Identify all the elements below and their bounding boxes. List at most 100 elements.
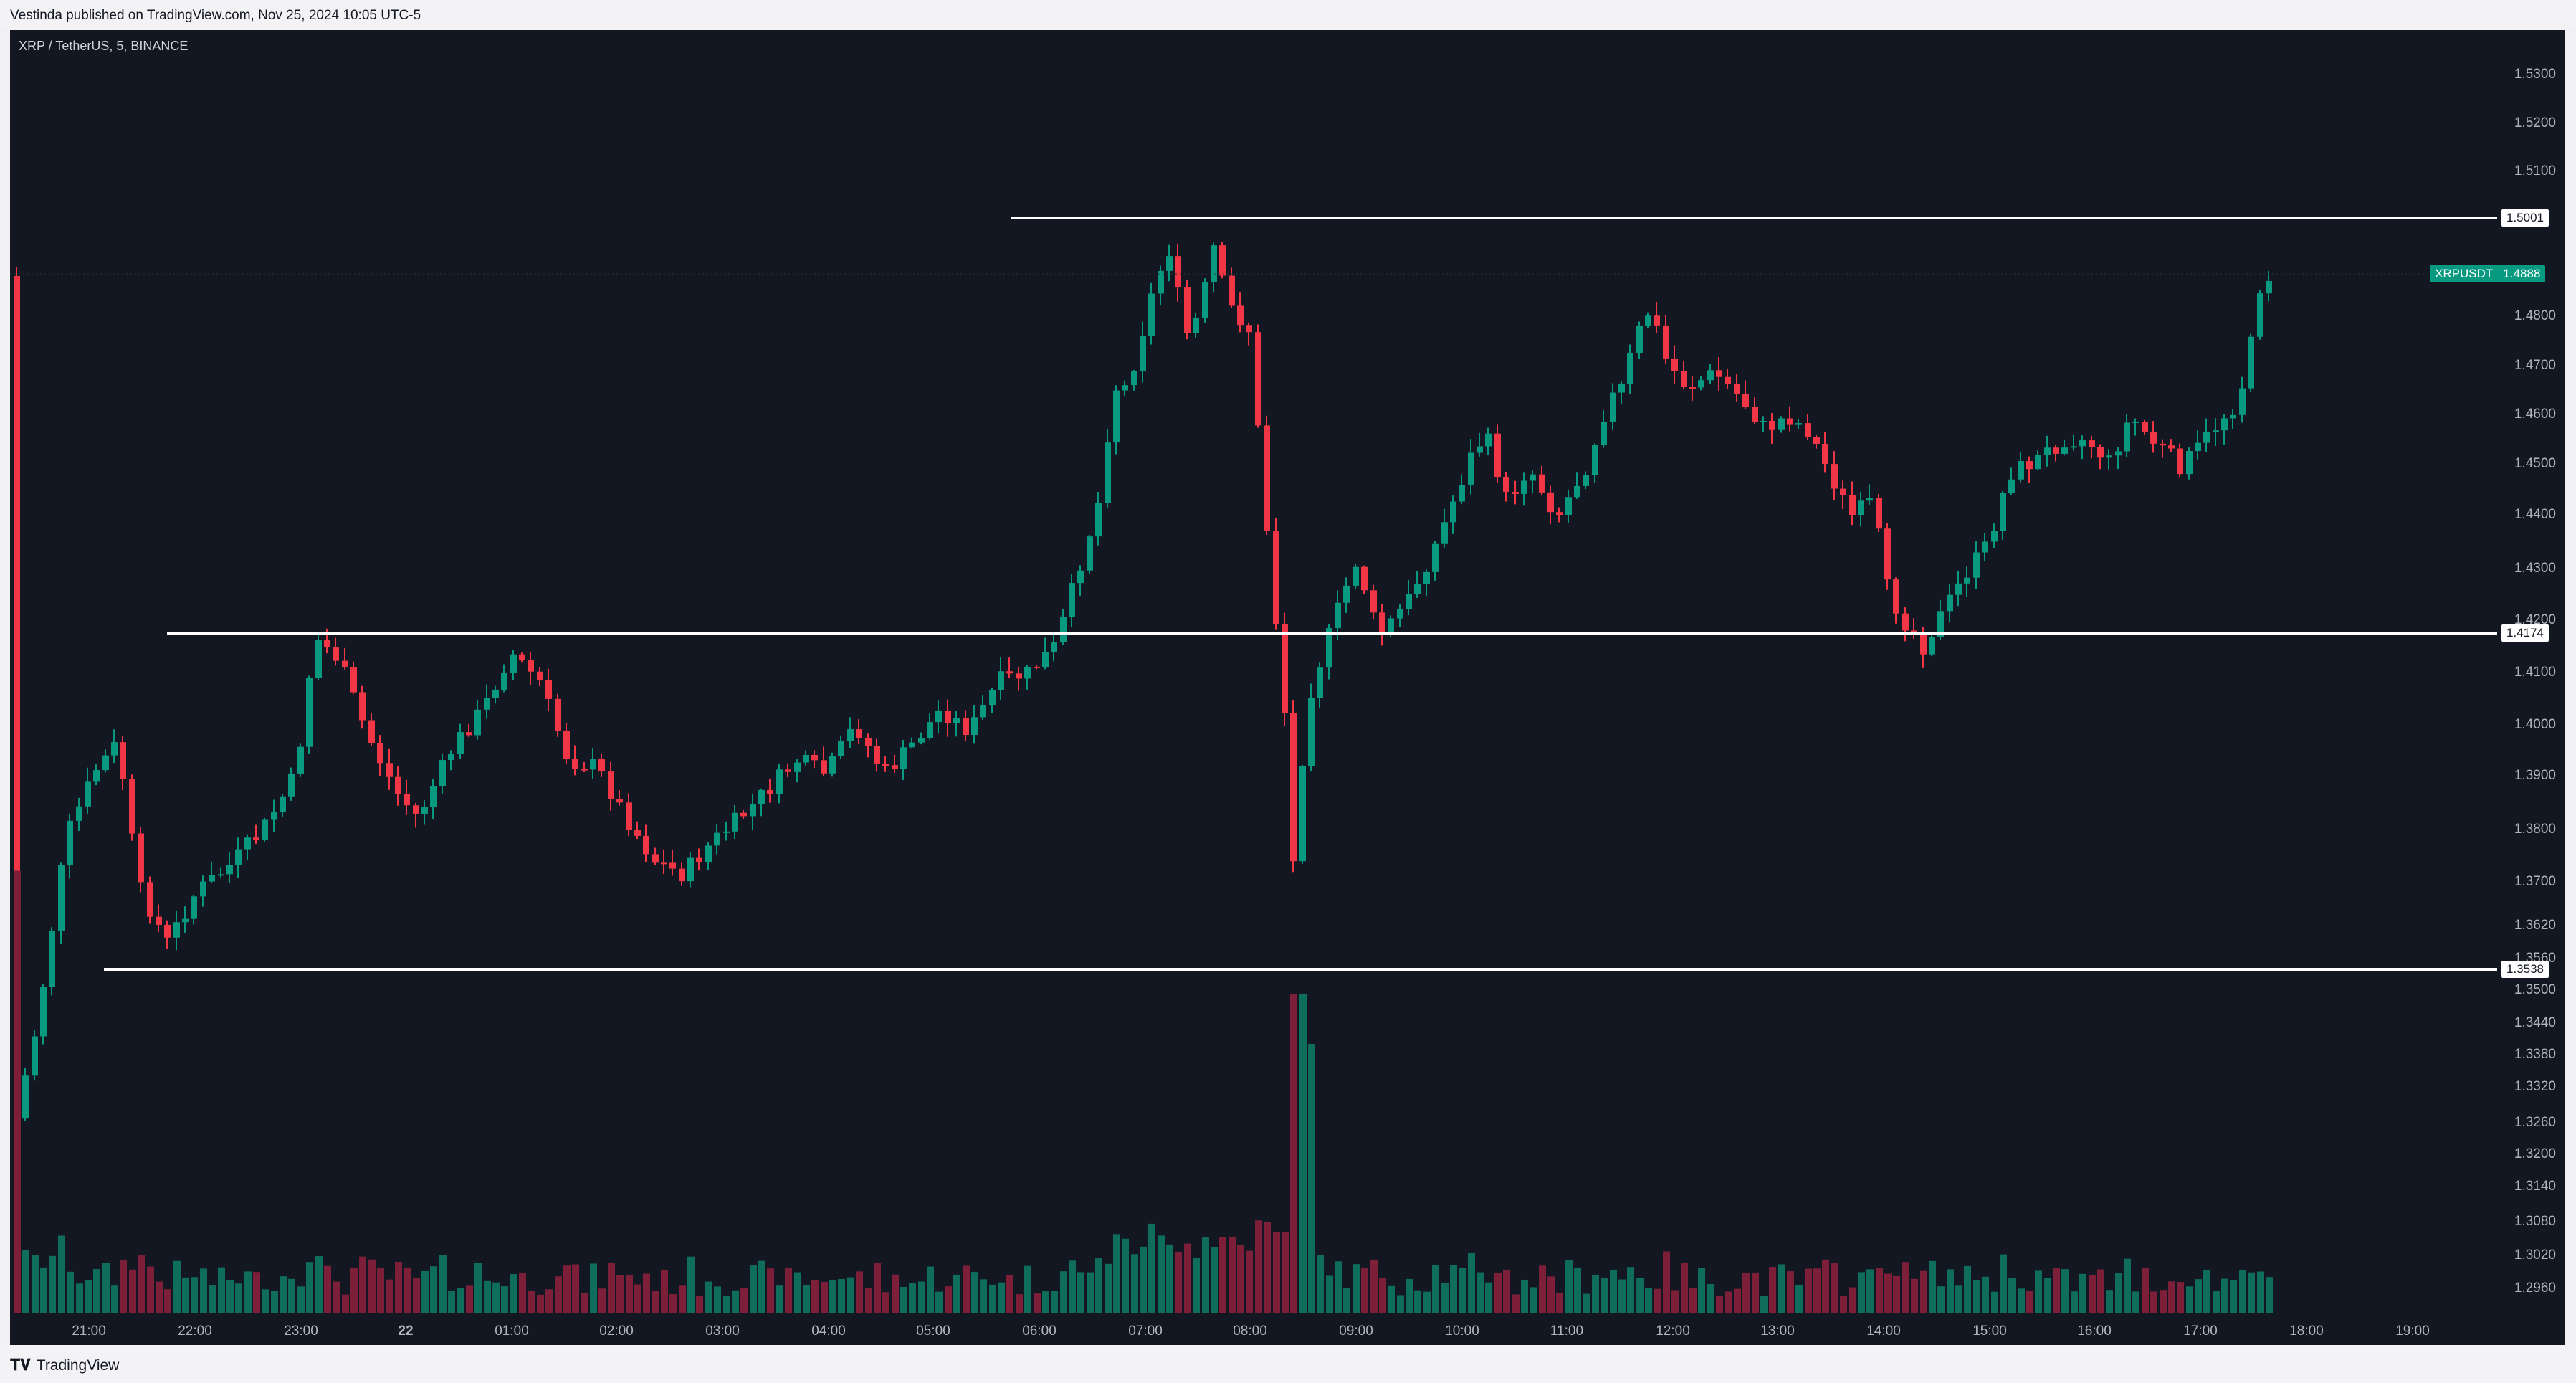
volume-bar: [1255, 1220, 1262, 1313]
candle-body: [776, 769, 783, 794]
candle-body: [1937, 611, 1944, 637]
candle-body: [1795, 423, 1802, 425]
volume-bar: [49, 1255, 56, 1313]
candle-body: [2000, 493, 2006, 531]
candle-body: [1929, 637, 1935, 655]
volume-bar: [1840, 1296, 1847, 1313]
volume-bar: [1060, 1271, 1067, 1313]
volume-bar: [750, 1265, 757, 1313]
volume-bar: [1752, 1272, 1759, 1313]
volume-bar: [865, 1288, 872, 1313]
candle-body: [200, 881, 206, 897]
candle-body: [1955, 583, 1962, 595]
volume-bar: [2044, 1278, 2051, 1313]
volume-bar: [1388, 1285, 1395, 1313]
volume-bar: [989, 1284, 996, 1313]
candle-body: [1973, 552, 1980, 578]
volume-bar: [2150, 1291, 2157, 1313]
candle-body: [1175, 256, 1181, 287]
candle-body: [1654, 315, 1660, 326]
candle-body: [811, 754, 818, 761]
volume-bar: [669, 1294, 677, 1313]
candle-body: [448, 754, 454, 761]
volume-bar: [280, 1276, 287, 1313]
volume-bar: [2106, 1290, 2113, 1313]
candle-body: [1601, 421, 1607, 445]
candle-body: [1087, 536, 1093, 571]
candle-body: [1752, 407, 1758, 422]
candle-body: [1822, 444, 1828, 465]
volume-bar: [2203, 1269, 2210, 1313]
time-axis-label: 08:00: [1233, 1323, 1267, 1339]
volume-bar: [723, 1296, 730, 1313]
candle-body: [1034, 666, 1040, 668]
volume-bar: [120, 1260, 127, 1313]
candle-body: [1290, 713, 1297, 862]
volume-bar: [1813, 1268, 1821, 1313]
candle-body: [2061, 447, 2068, 454]
volume-bar: [85, 1280, 92, 1313]
volume-bar: [448, 1291, 455, 1313]
candle-body: [1618, 383, 1625, 393]
candle-body: [1707, 370, 1714, 381]
volume-bar: [1237, 1245, 1244, 1313]
volume-bar: [1370, 1259, 1378, 1313]
volume-bar: [1175, 1251, 1182, 1313]
candle-body: [1884, 528, 1891, 580]
volume-bar: [430, 1266, 437, 1313]
candle-body: [537, 671, 543, 680]
candle-body: [182, 918, 189, 923]
candle-body: [1353, 566, 1359, 586]
volume-bar: [2177, 1282, 2184, 1313]
candle-body: [634, 830, 641, 836]
candle-body: [209, 875, 215, 882]
candle-body: [1858, 500, 1864, 515]
candle-body: [2213, 430, 2219, 432]
volume-bar: [1414, 1290, 1421, 1313]
time-axis-label: 22:00: [178, 1323, 212, 1339]
volume-bar: [333, 1281, 340, 1313]
volume-bar: [1831, 1263, 1838, 1313]
candle-body: [1831, 464, 1838, 489]
time-axis-label: 22: [398, 1323, 413, 1339]
candle-body: [572, 759, 578, 769]
volume-bar: [1574, 1267, 1581, 1313]
symbol-title[interactable]: XRP / TetherUS, 5, BINANCE: [19, 39, 189, 53]
volume-bar: [1778, 1264, 1785, 1313]
volume-bar: [474, 1263, 482, 1313]
candle-body: [1689, 387, 1696, 389]
tradingview-logo[interactable]: 𝐓𝐕 TradingView: [10, 1356, 119, 1374]
volume-bar: [1148, 1223, 1155, 1313]
candle-body: [501, 673, 507, 690]
volume-bar: [342, 1294, 349, 1313]
time-axis-label: 03:00: [705, 1323, 740, 1339]
candle-body: [1166, 256, 1173, 271]
volume-bar: [758, 1260, 765, 1313]
candle-body: [1902, 613, 1909, 631]
volume-bar: [58, 1235, 65, 1313]
volume-bar: [528, 1291, 535, 1313]
candle-body: [288, 773, 295, 797]
candle-body: [226, 865, 233, 875]
candle-body: [342, 660, 348, 667]
candle-body: [838, 741, 844, 756]
volume-bar: [1556, 1293, 1563, 1313]
volume-bar: [235, 1283, 242, 1313]
candle-body: [590, 759, 596, 770]
volume-bar: [404, 1267, 411, 1313]
candle-body: [1991, 531, 1998, 542]
volume-bar: [1113, 1234, 1120, 1313]
volume-bar: [2195, 1279, 2202, 1313]
candle-body: [1681, 371, 1687, 388]
candle-body: [953, 718, 960, 724]
time-axis-label: 23:00: [284, 1323, 318, 1339]
volume-bar: [1193, 1258, 1200, 1313]
candle-body: [1787, 418, 1793, 425]
candle-body: [1565, 497, 1572, 515]
candle-body: [1006, 671, 1013, 674]
volume-bar: [2160, 1290, 2167, 1313]
volume-bar: [1406, 1278, 1413, 1313]
time-axis-label: 15:00: [1972, 1323, 2007, 1339]
volume-bar: [421, 1270, 429, 1313]
